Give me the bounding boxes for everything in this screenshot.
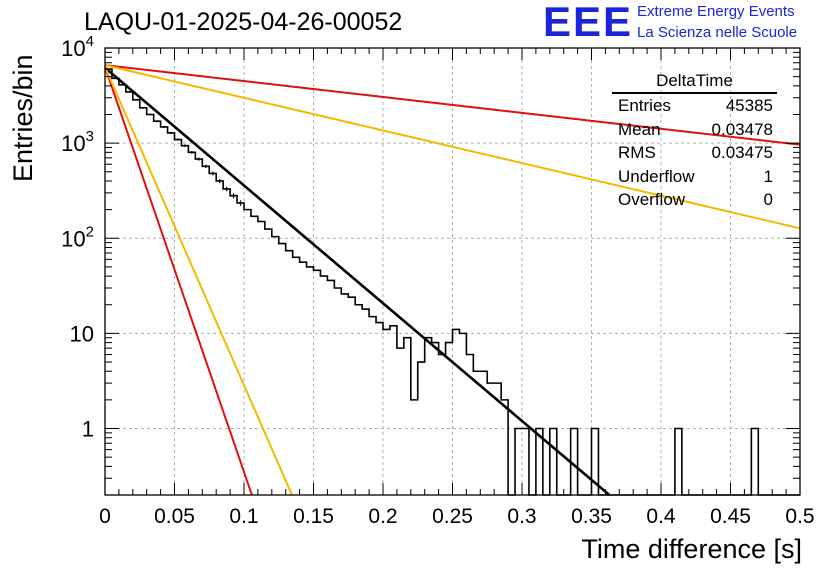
curve-orange-shallow [104, 64, 801, 230]
x-tick-label: 0.25 [432, 505, 473, 528]
logo-line-1: Extreme Energy Events [637, 3, 795, 20]
x-tick-label: 0.15 [293, 505, 334, 528]
axis-ticks [104, 47, 801, 496]
stats-label: Overflow [618, 190, 686, 209]
x-tick-label: 0.3 [507, 505, 536, 528]
x-tick-label: 0.4 [646, 505, 676, 528]
curve-fit [104, 66, 611, 496]
stats-label: Underflow [618, 166, 695, 186]
stats-row-entries: Entries 45385 [612, 94, 777, 118]
curve-red-steep [104, 66, 253, 496]
stats-value: 0.03478 [711, 119, 773, 139]
x-tick-label: 0.1 [229, 505, 258, 528]
y-tick-label: 104 [61, 33, 94, 61]
stats-row-overflow: Overflow 0 [612, 188, 777, 212]
tick-labels: 0 0.05 0.1 0.15 0.2 0.25 0.3 0.35 0.4 0.45 0.51101… [61, 33, 814, 528]
stats-value: 1 [763, 166, 773, 186]
y-tick-label: 1 [82, 417, 94, 442]
logo-line-2: La Scienza nelle Scuole [637, 24, 798, 41]
x-tick-label: 0.5 [785, 505, 814, 528]
stats-value: 45385 [725, 96, 773, 115]
x-tick-label: 0.05 [154, 505, 195, 528]
stats-label: Mean [618, 119, 661, 139]
x-tick-label: 0.35 [571, 505, 612, 528]
stats-box: DeltaTime Entries 45385 Mean 0.03478 RMS… [612, 70, 777, 212]
stats-label: Entries [618, 96, 671, 115]
fit-curves [104, 64, 801, 496]
stats-row-underflow: Underflow 1 [612, 165, 777, 189]
stats-value: 0 [763, 190, 773, 209]
stats-title: DeltaTime [612, 70, 777, 94]
stats-row-mean: Mean 0.03478 [612, 118, 777, 142]
stats-label: RMS [618, 143, 656, 162]
y-axis-label: Entries/bin [8, 54, 38, 182]
stats-row-rms: RMS 0.03475 [612, 141, 777, 165]
y-tick-label: 10 [70, 321, 94, 346]
chart-title: LAQU-01-2025-04-26-00052 [84, 8, 403, 36]
curve-orange-steep [104, 66, 293, 496]
x-tick-label: 0 [99, 505, 111, 528]
stats-value: 0.03475 [711, 143, 773, 162]
y-tick-label: 103 [61, 128, 94, 156]
x-axis-label: Time difference [s] [581, 534, 802, 564]
y-tick-label: 102 [61, 223, 94, 251]
curve-red-shallow [104, 64, 801, 146]
x-tick-label: 0.2 [368, 505, 397, 528]
eee-logo: EEE [543, 0, 634, 45]
x-tick-label: 0.45 [710, 505, 751, 528]
